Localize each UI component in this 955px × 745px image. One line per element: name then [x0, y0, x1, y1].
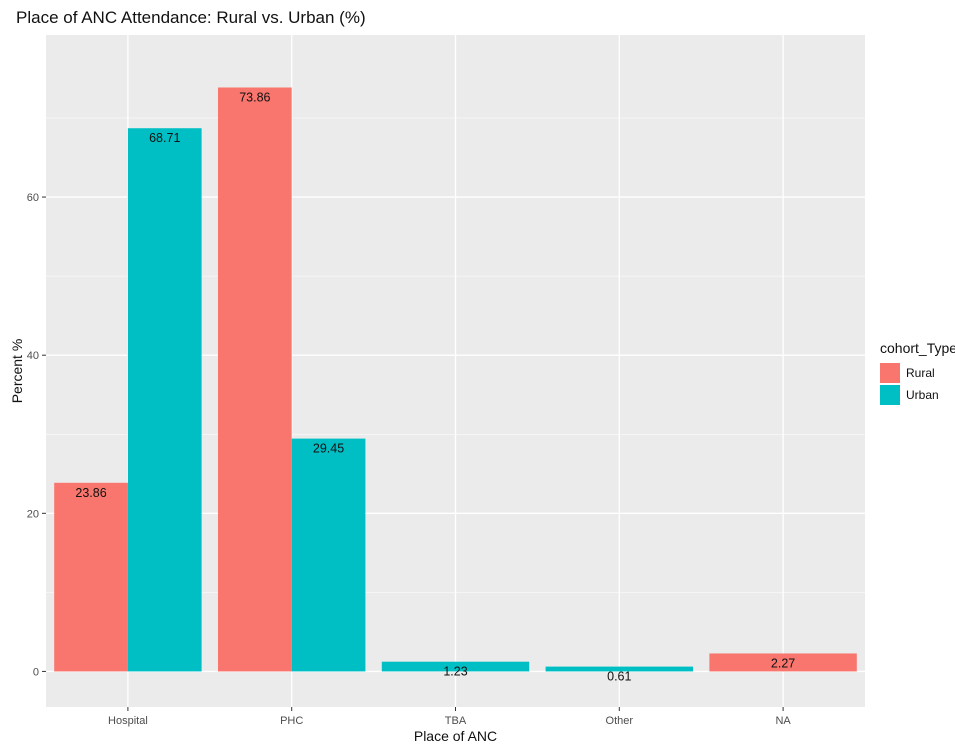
- data-label-hospital-rural: 23.86: [75, 486, 106, 500]
- bar-hospital-urban: [127, 128, 202, 672]
- legend-label-rural: Rural: [906, 366, 935, 380]
- x-tick-label: Other: [606, 715, 634, 727]
- data-label-phc-urban: 29.45: [313, 442, 344, 456]
- data-label-na-rural: 2.27: [771, 656, 795, 670]
- axes: 0 20 40 60 Hospital PHC TBA Other NA: [27, 192, 792, 727]
- legend-key-rural: [880, 363, 900, 383]
- data-labels: 23.86 68.71 73.86 29.45 1.23 0.61 2.27: [75, 90, 795, 683]
- x-axis-title: Place of ANC: [414, 728, 497, 744]
- data-label-phc-rural: 73.86: [239, 90, 270, 104]
- y-axis-title: Percent %: [9, 339, 25, 404]
- data-label-other-urban: 0.61: [607, 670, 631, 684]
- y-tick-label: 40: [27, 350, 39, 362]
- x-tick-label: NA: [775, 715, 791, 727]
- legend-label-urban: Urban: [906, 388, 939, 402]
- x-tick-label: TBA: [445, 715, 467, 727]
- bar-phc-rural: [217, 87, 292, 672]
- legend-item-urban: Urban: [880, 384, 955, 406]
- x-tick-label: Hospital: [108, 715, 148, 727]
- bar-other-urban: [545, 666, 694, 672]
- legend-item-rural: Rural: [880, 362, 955, 384]
- y-tick-label: 20: [27, 508, 39, 520]
- x-tick-label: PHC: [280, 715, 303, 727]
- y-tick-label: 60: [27, 192, 39, 204]
- bar-phc-urban: [291, 438, 366, 672]
- legend-key-urban: [880, 385, 900, 405]
- data-label-tba-urban: 1.23: [443, 665, 467, 679]
- bar-na-rural: [709, 653, 857, 672]
- legend-title: cohort_Type: [880, 340, 955, 356]
- data-label-hospital-urban: 68.71: [149, 131, 180, 145]
- legend: cohort_Type Rural Urban: [880, 340, 955, 406]
- y-tick-label: 0: [33, 666, 39, 678]
- chart-title: Place of ANC Attendance: Rural vs. Urban…: [16, 8, 366, 27]
- bar-hospital-rural: [54, 482, 128, 672]
- bar-tba-urban: [381, 661, 530, 672]
- bars: [54, 87, 857, 672]
